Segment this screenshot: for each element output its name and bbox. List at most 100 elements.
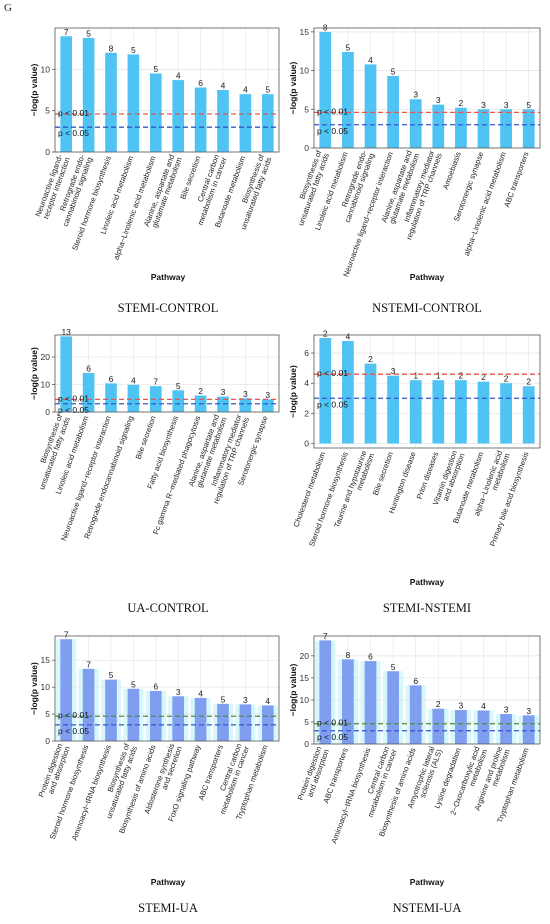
y-axis-label: −log(p value)	[29, 662, 39, 715]
threshold-label: p < 0.05	[58, 405, 89, 415]
plot-frame	[54, 334, 280, 413]
bar	[217, 90, 229, 152]
plot-frame	[54, 635, 280, 742]
bar-data-label: 2	[481, 372, 486, 382]
chart-caption: NSTEMI-CONTROL	[372, 301, 482, 315]
plot-frame	[313, 635, 541, 745]
bar	[172, 696, 185, 741]
bar-data-label: 3	[526, 706, 531, 716]
x-axis-label: Pathway	[410, 272, 445, 282]
bar	[409, 685, 422, 744]
bar	[387, 76, 399, 148]
threshold-label: p < 0.05	[317, 732, 348, 742]
bar-data-label: 2	[504, 374, 509, 384]
bar-data-label: 4	[176, 71, 181, 81]
chart-3: 13 6 6 4 7 5 2 3 3 3 p < 0.01 p < 0.05 0 10 20−log(p v…	[29, 327, 280, 615]
y-tick-label: 10	[41, 64, 51, 74]
bar-data-label: 13	[61, 327, 71, 337]
bar-data-label: 3	[221, 387, 226, 397]
x-tick-label-line: Amoebiasis	[441, 150, 463, 190]
bar-data-label: 3	[504, 705, 509, 715]
bar-data-label: 4	[131, 375, 136, 385]
bar-data-label: 7	[64, 630, 69, 640]
y-tick-label: 10	[41, 682, 51, 692]
bar	[500, 109, 512, 148]
bar	[387, 375, 399, 444]
bar	[500, 383, 512, 444]
bar-data-label: 6	[109, 374, 114, 384]
chart-caption: UA-CONTROL	[127, 601, 208, 615]
plot-frame	[313, 334, 541, 449]
y-tick-label: 5	[45, 106, 50, 116]
threshold-label: p < 0.05	[58, 128, 89, 138]
bar	[105, 52, 117, 152]
bar	[172, 390, 185, 412]
bar-data-label: 2	[459, 371, 464, 381]
bar	[522, 715, 535, 744]
bar-data-label: 3	[481, 100, 486, 110]
x-tick-label-line: alpha−Linolenic acid metabolism	[462, 151, 508, 257]
y-tick-label: 5	[304, 104, 309, 114]
bar	[239, 398, 252, 412]
chart-caption: STEMI-NSTEMI	[383, 601, 471, 615]
x-axis-label: Pathway	[410, 577, 445, 587]
y-tick-label: 10	[41, 380, 51, 390]
x-tick-label: Amoebiasis	[441, 150, 463, 190]
bar	[387, 671, 399, 744]
bar-data-label: 3	[504, 100, 509, 110]
y-tick-label: 2	[304, 408, 309, 418]
plot-frame	[54, 27, 280, 153]
bar	[432, 104, 445, 148]
x-axis-label: Pathway	[410, 877, 445, 887]
threshold-label: p < 0.01	[317, 106, 348, 116]
threshold-label: p < 0.05	[317, 399, 348, 409]
bar	[455, 710, 467, 744]
bar-data-label: 6	[86, 363, 91, 373]
x-axis-label: Pathway	[151, 877, 186, 887]
bar	[522, 386, 535, 444]
bar	[261, 705, 274, 741]
panel-letter: G	[4, 2, 12, 14]
bar-data-label: 2	[459, 98, 464, 108]
bar	[194, 87, 207, 152]
bar	[364, 64, 377, 148]
bar-data-label: 5	[346, 43, 351, 53]
bar	[82, 372, 95, 412]
plot-frame	[313, 27, 541, 149]
bar-data-label: 3	[391, 366, 396, 376]
bar	[127, 54, 140, 152]
threshold-label: p < 0.01	[317, 718, 348, 728]
bar	[364, 661, 377, 744]
bar-data-label: 4	[221, 81, 226, 91]
threshold-label: p < 0.01	[58, 108, 89, 118]
threshold-label: p < 0.05	[58, 726, 89, 736]
y-tick-label: 6	[304, 348, 309, 358]
x-axis-label: Pathway	[151, 272, 186, 282]
bar-data-label: 5	[391, 67, 396, 77]
chart-2: 8 5 4 5 3 3 2 3 3 5 p < 0.01 p < 0.05 0 5 10 15 −log(p v…	[288, 22, 541, 315]
y-tick-label: 4	[304, 378, 309, 388]
x-tick-label: alpha−Linolenic acid metabolism	[462, 151, 508, 257]
bar-data-label: 2	[198, 386, 203, 396]
bar-data-label: 5	[86, 28, 91, 38]
bar-data-label: 5	[131, 679, 136, 689]
bar-data-label: 6	[153, 681, 158, 691]
y-tick-label: 20	[41, 352, 51, 362]
bar	[319, 31, 332, 148]
bar	[409, 99, 422, 148]
y-tick-label: 0	[45, 736, 50, 746]
y-tick-label: 0	[304, 143, 309, 153]
bar	[82, 668, 95, 741]
bar-data-label: 5	[391, 662, 396, 672]
bar	[342, 52, 354, 148]
x-tick-label: ABC transporters	[502, 150, 530, 208]
threshold-label: p < 0.01	[58, 710, 89, 720]
bar	[319, 640, 332, 744]
bar	[477, 710, 490, 744]
bar-data-label: 5	[153, 64, 158, 74]
bar	[500, 714, 512, 744]
bar-data-label: 2	[368, 354, 373, 364]
